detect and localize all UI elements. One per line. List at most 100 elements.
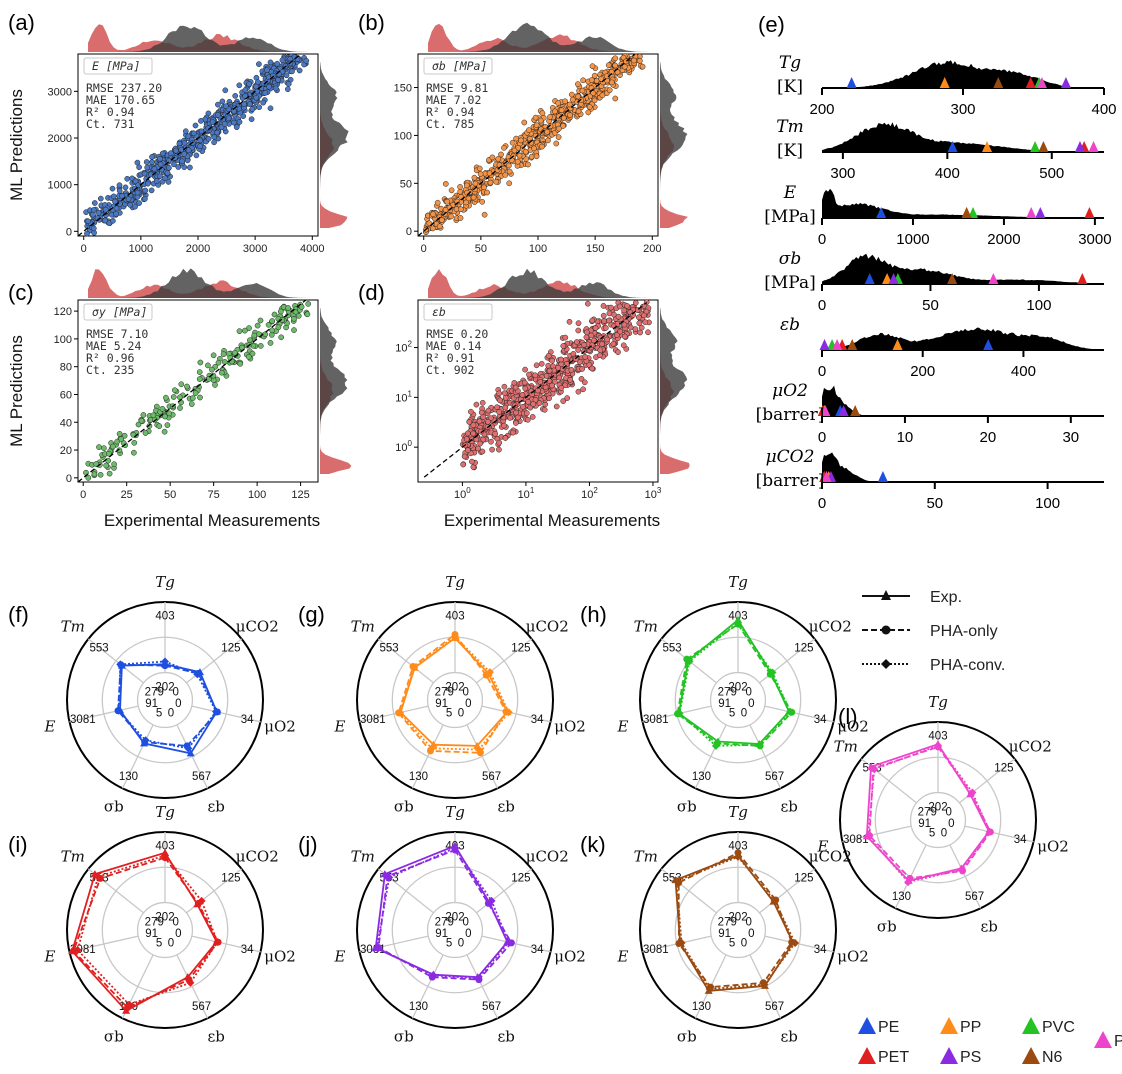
legend-triangle-PP xyxy=(940,1017,958,1034)
radar-point xyxy=(734,849,742,857)
data-point xyxy=(519,392,526,398)
data-point xyxy=(506,168,513,175)
row-unit: [MPa] xyxy=(764,273,815,293)
data-point xyxy=(612,95,619,102)
radar-point xyxy=(213,937,222,946)
data-point xyxy=(533,362,540,369)
radar-inner-tick: 202 xyxy=(928,801,947,813)
stat-line: RMSE 0.20 xyxy=(426,327,488,341)
radar-point xyxy=(968,788,977,797)
data-point xyxy=(545,352,552,359)
radar-axis-label: Tg xyxy=(445,573,465,591)
radar-outer-tick: 3081 xyxy=(643,714,669,726)
radar-spoke xyxy=(481,935,551,953)
radar-spoke xyxy=(764,705,834,723)
tick-label: 100 xyxy=(1026,297,1051,314)
data-point xyxy=(589,63,596,70)
data-point xyxy=(558,356,564,363)
data-point xyxy=(90,211,96,218)
radar-inner-tick: 0 xyxy=(168,937,174,949)
y-tick-label: 101 xyxy=(395,389,412,404)
x-tick-label: 50 xyxy=(164,489,176,501)
data-point xyxy=(182,128,189,135)
data-point xyxy=(142,196,148,202)
data-point xyxy=(145,180,151,187)
legend-triangle-N6 xyxy=(1022,1047,1040,1064)
marker-PEI xyxy=(832,339,843,350)
data-point xyxy=(575,388,582,395)
radar-inner-tick: 202 xyxy=(728,911,747,923)
data-point xyxy=(253,94,260,101)
radar-spoke xyxy=(481,705,551,723)
data-point xyxy=(262,90,269,96)
data-point xyxy=(106,450,112,457)
data-point xyxy=(256,104,263,111)
marker-N6 xyxy=(847,339,858,350)
stat-line: MAE 5.24 xyxy=(86,339,141,353)
radar-point xyxy=(193,670,202,679)
data-point xyxy=(166,164,172,171)
data-point xyxy=(589,317,596,324)
data-point xyxy=(236,82,243,89)
data-point xyxy=(84,230,90,237)
y-axis-label: ML Predictions xyxy=(7,335,26,447)
data-point xyxy=(529,414,536,420)
data-point xyxy=(507,415,513,421)
data-point xyxy=(632,326,639,332)
data-point xyxy=(549,357,555,364)
radar-point xyxy=(870,765,879,774)
stat-line: RMSE 9.81 xyxy=(426,81,488,95)
data-point xyxy=(487,179,494,186)
radar-spoke xyxy=(949,844,982,909)
radar-spoke xyxy=(191,935,261,953)
y-tick-label: 150 xyxy=(394,83,412,95)
marginal-y-gray xyxy=(320,62,349,228)
radar-inner-tick: 202 xyxy=(155,681,174,693)
data-point xyxy=(475,445,481,452)
radar-outer-tick: 403 xyxy=(155,841,174,853)
data-point xyxy=(460,461,467,468)
radar-axis-label: E xyxy=(333,947,345,965)
radar-point xyxy=(451,843,459,852)
data-point xyxy=(257,317,264,324)
row-unit: [K] xyxy=(777,77,803,97)
radar-spoke xyxy=(69,705,139,723)
density-area xyxy=(822,122,1104,152)
data-point xyxy=(492,430,499,437)
x-tick-label: 100 xyxy=(529,243,547,255)
data-point xyxy=(531,145,537,152)
stat-line: Ct. 235 xyxy=(86,363,134,377)
marker-PEI xyxy=(988,273,999,284)
data-point xyxy=(537,379,544,385)
data-point xyxy=(164,170,171,176)
data-point xyxy=(480,436,487,443)
x-tick-label: 1000 xyxy=(129,243,153,255)
radar-axis-label: E xyxy=(816,837,828,855)
legend-triangle-PE xyxy=(858,1017,876,1034)
radar-inner-tick: 0 xyxy=(741,937,747,949)
radar-spoke xyxy=(411,724,444,789)
marker-PS xyxy=(1035,207,1046,218)
radar-inner-tick: 0 xyxy=(168,707,174,719)
panel-letter: (d) xyxy=(358,280,385,305)
data-point xyxy=(298,304,305,310)
data-point xyxy=(631,57,637,64)
radar-outer-tick: 553 xyxy=(663,642,682,654)
marginal-x-gray xyxy=(88,268,308,298)
stat-line: R² 0.94 xyxy=(426,105,475,119)
radar-inner-tick: 0 xyxy=(746,686,752,698)
data-point xyxy=(142,187,149,194)
data-point xyxy=(192,390,199,396)
data-point xyxy=(582,354,588,360)
row-label: εb xyxy=(780,315,800,335)
data-point xyxy=(109,185,116,192)
data-point xyxy=(544,129,551,135)
data-point xyxy=(606,310,613,317)
radar-PP: Tg 403 202 μCO2 125 0 μO2 34 0 εb 567 0 σb 130 5 E 3081 9… xyxy=(333,573,585,815)
radar-spoke xyxy=(377,638,434,684)
data-point xyxy=(486,170,493,177)
scatter-panel-a: 0 1000 2000 3000 4000 0 1000 2000 3000 E [MPa] RMS… xyxy=(7,24,349,255)
data-point xyxy=(272,85,279,92)
radar-inner-tick: 0 xyxy=(463,916,469,928)
data-point xyxy=(260,99,267,106)
